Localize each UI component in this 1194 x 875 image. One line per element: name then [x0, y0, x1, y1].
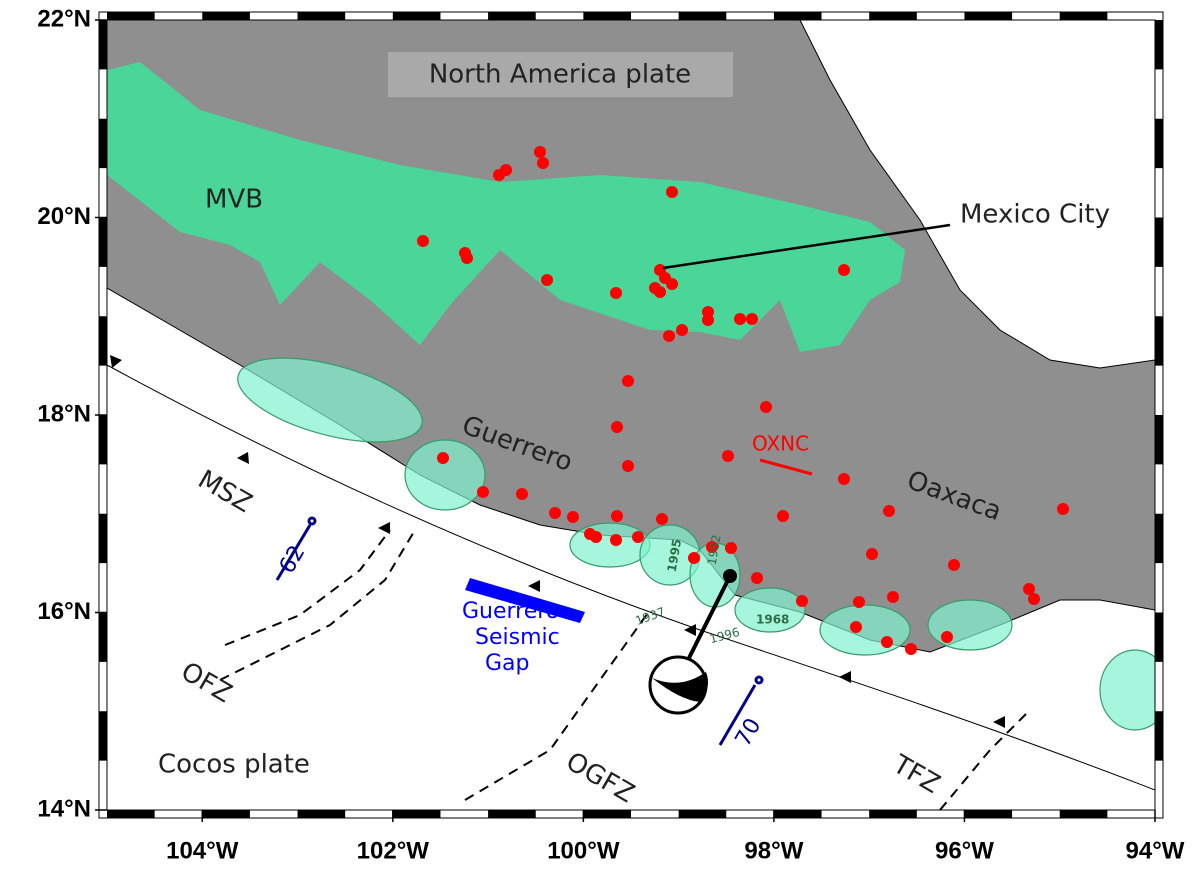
frame-band: [1155, 20, 1163, 69]
x-tick-label: 96°W: [935, 837, 994, 864]
frame-band: [1155, 316, 1163, 365]
frame-band: [99, 514, 107, 563]
frame-band: [869, 12, 917, 20]
focal-mechanism: [650, 657, 708, 713]
station-line-label: OXNC: [752, 432, 809, 456]
frame-band: [1155, 218, 1163, 267]
frame-band: [99, 415, 107, 464]
x-tick-label: 98°W: [744, 837, 803, 864]
frame-band: [298, 12, 346, 20]
frame-band: [99, 218, 107, 267]
city-label: Mexico City: [960, 200, 1110, 230]
map: North America plate MVB Mexico City Guer…: [0, 0, 1194, 871]
gap-label: Guerrero: [462, 599, 559, 624]
y-tick-label: 18°N: [37, 400, 91, 427]
frame-band: [869, 810, 917, 818]
y-tick-label: 22°N: [37, 5, 91, 32]
frame-band: [1155, 119, 1163, 168]
region-label: MVB: [205, 185, 263, 215]
frame-band: [679, 12, 727, 20]
frame-band: [488, 12, 536, 20]
frame-band: [202, 810, 250, 818]
year-label: 1968: [756, 613, 789, 627]
frame-band: [583, 810, 631, 818]
x-tick-label: 102°W: [357, 837, 430, 864]
gap-label: Gap: [485, 651, 530, 676]
plate-label: Cocos plate: [158, 750, 310, 780]
frame-band: [1060, 12, 1108, 20]
frame-band: [107, 12, 155, 20]
frame-band: [298, 810, 346, 818]
frame-band: [964, 12, 1012, 20]
frame-band: [107, 810, 155, 818]
frame-band: [488, 810, 536, 818]
x-tick-label: 104°W: [166, 837, 239, 864]
frame-band: [1060, 810, 1108, 818]
frame-band: [679, 810, 727, 818]
frame-band: [583, 12, 631, 20]
frame-band: [774, 12, 822, 20]
frame-band: [202, 12, 250, 20]
gap-label: Seismic: [475, 625, 560, 650]
frame-band: [99, 316, 107, 365]
plate-label: North America plate: [429, 60, 691, 90]
frame-band: [1155, 711, 1163, 760]
frame-band: [99, 711, 107, 760]
frame-band: [964, 810, 1012, 818]
x-tick-label: 94°W: [1126, 837, 1185, 864]
epicenter: [723, 569, 737, 583]
y-tick-label: 14°N: [37, 795, 91, 822]
frame-band: [99, 613, 107, 662]
frame-band: [99, 20, 107, 69]
y-tick-label: 20°N: [37, 203, 91, 230]
y-tick-label: 16°N: [37, 598, 91, 625]
frame-band: [99, 119, 107, 168]
frame-band: [774, 810, 822, 818]
frame-band: [1155, 514, 1163, 563]
frame-band: [1155, 613, 1163, 662]
x-tick-label: 100°W: [547, 837, 620, 864]
frame-band: [393, 810, 441, 818]
frame-band: [393, 12, 441, 20]
map-body: North America plate MVB Mexico City Guer…: [107, 20, 1170, 810]
frame-band: [1155, 415, 1163, 464]
